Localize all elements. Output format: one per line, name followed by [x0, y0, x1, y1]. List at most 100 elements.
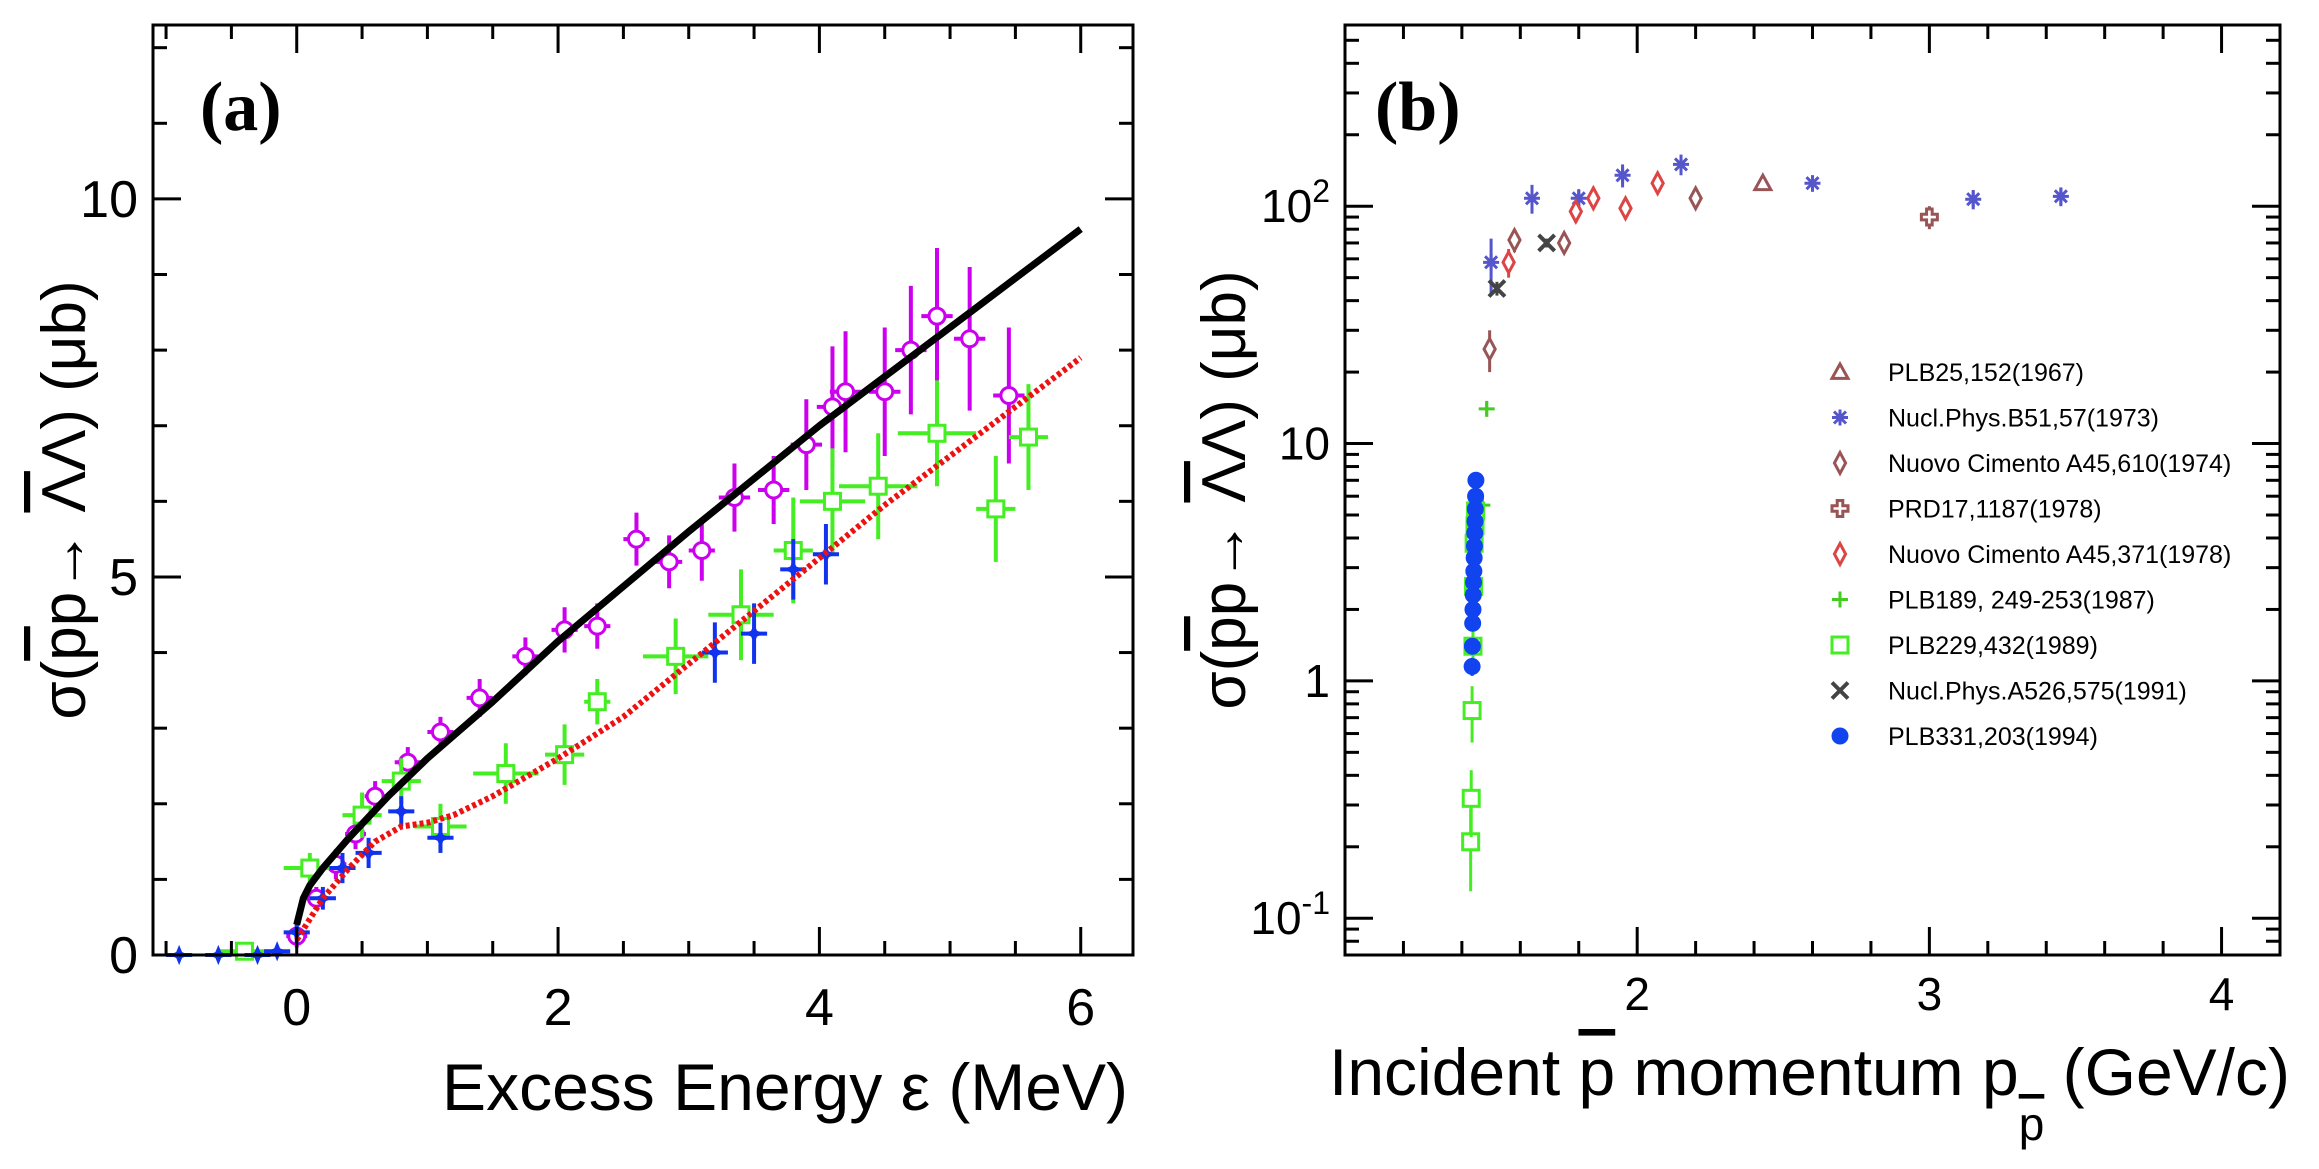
- panel-b-data-point: [1965, 191, 1982, 208]
- panel-a-y-tick-label: 10: [80, 171, 138, 229]
- panel-b-data-point: [1618, 194, 1633, 222]
- panel-a-data-point: [986, 499, 1006, 519]
- panel-b-chart: 2 3 4 10-1 1 10 102 (b) Incident p momentum pp…: [1190, 23, 2290, 1150]
- legend-entry-label: PLB331,203(1994): [1888, 723, 2098, 751]
- panel-b-data-point: [1478, 400, 1495, 417]
- panel-b-y-tick-label: 10: [1279, 418, 1330, 470]
- legend-marker: [1830, 499, 1850, 518]
- panel-b-data-point: [1507, 226, 1522, 254]
- panel-b-data-point: [1501, 248, 1516, 276]
- legend-marker: [1832, 449, 1848, 477]
- panel-b-data-point: [1650, 169, 1665, 197]
- panel-b-data-point: [1752, 172, 1774, 192]
- panel-b-data-point: [1673, 156, 1690, 173]
- panel-b-data-point: [1461, 788, 1481, 808]
- panel-a-x-tick-label: 0: [282, 979, 311, 1037]
- panel-b-data-point: [1524, 190, 1540, 207]
- panel-b-data-point: [1688, 184, 1703, 212]
- panel-a-curves-layer: [293, 226, 1083, 942]
- legend-marker: [1829, 360, 1851, 380]
- panel-b-legend: PLB25,152(1967) Nucl.Phys.B51,57(1973) Nuo…: [1829, 359, 2231, 751]
- panel-a-data-point: [704, 642, 725, 663]
- panel-a-data-point: [365, 786, 385, 806]
- legend-marker: [1832, 540, 1848, 568]
- panel-b-data-point: [1614, 167, 1631, 184]
- panel-a-red-dotted-curve: [294, 355, 1083, 942]
- panel-b-plot-frame: [1343, 23, 2282, 957]
- panel-b-y-tick-label: 1: [1304, 655, 1330, 707]
- panel-b-y-tick-label: 102: [1261, 173, 1330, 232]
- panel-a-data-point: [430, 827, 451, 848]
- panel-b-data-point: [1463, 657, 1481, 675]
- panel-a-black-solid-curve: [293, 226, 1083, 926]
- panel-a-data-point: [267, 941, 288, 962]
- panel-b-x-axis-label: Incident p momentum pp (GeV/c): [1329, 1035, 2290, 1150]
- panel-a-data-point: [927, 306, 947, 326]
- panel-a-data-point: [391, 801, 412, 822]
- panel-b-y-tick-label: 10-1: [1250, 885, 1330, 944]
- legend-entry-label: Nuovo Cimento A45,610(1974): [1888, 450, 2231, 478]
- panel-b-series: [1752, 172, 1774, 192]
- panel-b-data-point: [1463, 637, 1481, 655]
- panel-b-x-tick-label: 2: [1624, 968, 1650, 1020]
- panel-a-data-point: [875, 382, 895, 402]
- panel-b-series: [1487, 233, 1557, 298]
- panel-a-data-point: [587, 692, 607, 712]
- panel-b-series: [1501, 169, 1665, 278]
- panel-a-data-point: [587, 616, 607, 636]
- panel-a-ticks-layer: 0 2 4 6 0 5 10: [80, 25, 1133, 1037]
- panel-b-series-layer: [1461, 154, 2069, 892]
- legend-entry-label: PRD17,1187(1978): [1888, 496, 2102, 524]
- panel-a-y-tick-label: 0: [109, 927, 138, 985]
- panel-a-x-tick-label: 4: [805, 979, 834, 1037]
- legend-entry-label: PLB25,152(1967): [1888, 359, 2084, 387]
- legend-entry-label: Nucl.Phys.A526,575(1991): [1888, 678, 2187, 706]
- panel-a-x-tick-label: 6: [1066, 979, 1095, 1037]
- panel-b-x-tick-label: 3: [1917, 968, 1943, 1020]
- panel-a-data-point: [496, 764, 516, 784]
- panel-b-data-point: [1568, 197, 1584, 226]
- legend-marker: [1830, 681, 1850, 700]
- panel-a-data-point: [470, 688, 490, 708]
- panel-b-data-point: [1467, 471, 1485, 489]
- panel-b-data-point: [1804, 175, 1821, 192]
- panel-a-y-axis-label: σ(pp→ ΛΛ) (μb): [30, 280, 99, 719]
- legend-entry-label: Nucl.Phys.B51,57(1973): [1888, 405, 2159, 433]
- panel-a-data-point: [999, 385, 1019, 405]
- panel-a-data-point: [358, 842, 379, 864]
- panel-a-data-point: [868, 476, 888, 496]
- panel-a-data-point: [515, 646, 535, 666]
- panel-a-data-point: [626, 529, 646, 549]
- panel-a-data-point: [764, 480, 784, 500]
- panel-b-data-point: [1467, 487, 1485, 505]
- panel-a-data-point: [836, 382, 856, 402]
- panel-a-data-point: [1018, 427, 1038, 447]
- panel-a-data-point: [743, 623, 765, 644]
- panel-b-data-point: [1919, 207, 1939, 227]
- panel-a-label: (a): [200, 69, 282, 146]
- panel-a-x-axis-label: Excess Energy ε (MeV): [442, 1050, 1128, 1124]
- panel-b-data-point: [1482, 335, 1497, 363]
- panel-b-x-tick-label: 4: [2209, 968, 2235, 1020]
- panel-b-series: [1463, 471, 1485, 676]
- panel-b-data-point: [1462, 701, 1482, 721]
- legend-marker: [1832, 409, 1848, 426]
- panel-a-data-point: [960, 329, 980, 349]
- panel-a-series-blue-filled-stars: [166, 524, 839, 966]
- panel-a-data-point: [822, 491, 842, 511]
- panel-b-data-point: [1570, 190, 1587, 207]
- legend-marker: [1832, 591, 1848, 608]
- panel-b-data-point: [1483, 254, 1500, 271]
- panel-a-data-point: [666, 646, 686, 666]
- panel-a-data-point: [659, 552, 679, 572]
- legend-entry-label: PLB229,432(1989): [1888, 632, 2098, 660]
- panel-b-data-point: [1487, 279, 1507, 298]
- panel-a-y-tick-label: 5: [109, 549, 138, 607]
- legend-entry-label: Nuovo Cimento A45,371(1978): [1888, 541, 2231, 569]
- panel-b-data-point: [1464, 600, 1482, 618]
- panel-a-data-point: [692, 540, 712, 560]
- panel-a-x-tick-label: 2: [544, 979, 573, 1037]
- panel-b-label: (b): [1375, 69, 1461, 146]
- panel-b-ticks-layer: 2 3 4 10-1 1 10 102: [1250, 25, 2282, 1020]
